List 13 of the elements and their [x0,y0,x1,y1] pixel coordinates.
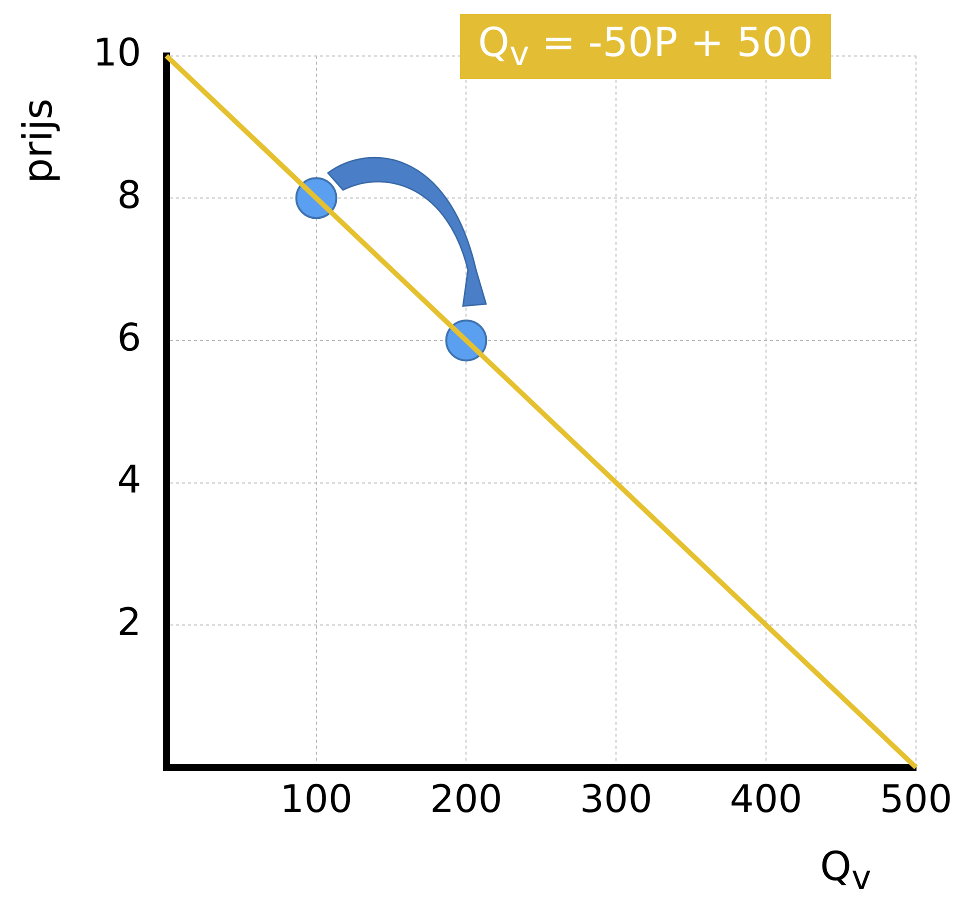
x-tick-label: 500 [880,777,952,822]
y-tick-label: 6 [117,315,142,360]
x-tick-label: 400 [730,777,802,822]
x-axis-title: Q$_{v}$ [820,844,872,897]
y-tick-label: 10 [92,30,142,75]
y-tick-label: 8 [117,172,142,217]
x-tick-label: 300 [580,777,652,822]
annotation: Q$_{v}$ = -50P + 500 [460,14,831,79]
y-axis-title: prijs [15,98,62,184]
x-tick-label: 100 [280,777,353,822]
y-tick-label: 2 [117,600,142,644]
x-tick-label: 200 [430,777,502,822]
y-tick-label: 4 [117,458,142,502]
